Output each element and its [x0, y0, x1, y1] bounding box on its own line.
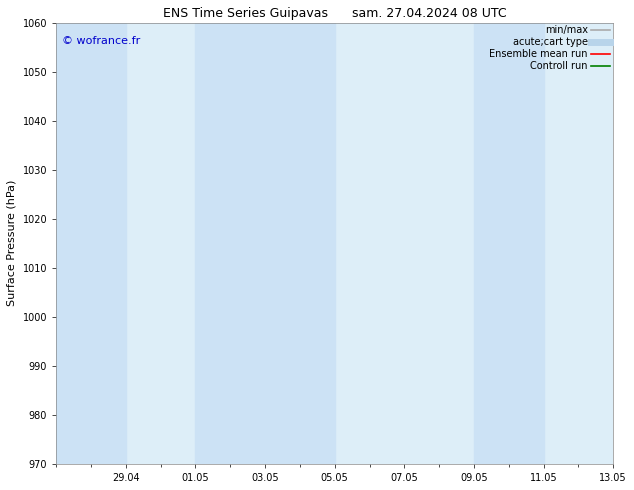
- Legend: min/max, acute;cart type, Ensemble mean run, Controll run: min/max, acute;cart type, Ensemble mean …: [489, 25, 611, 71]
- Title: ENS Time Series Guipavas      sam. 27.04.2024 08 UTC: ENS Time Series Guipavas sam. 27.04.2024…: [163, 7, 507, 20]
- Bar: [56, 23, 126, 464]
- Y-axis label: Surface Pressure (hPa): Surface Pressure (hPa): [7, 180, 17, 306]
- Bar: [195, 23, 335, 464]
- Text: © wofrance.fr: © wofrance.fr: [61, 36, 140, 46]
- Bar: [474, 23, 543, 464]
